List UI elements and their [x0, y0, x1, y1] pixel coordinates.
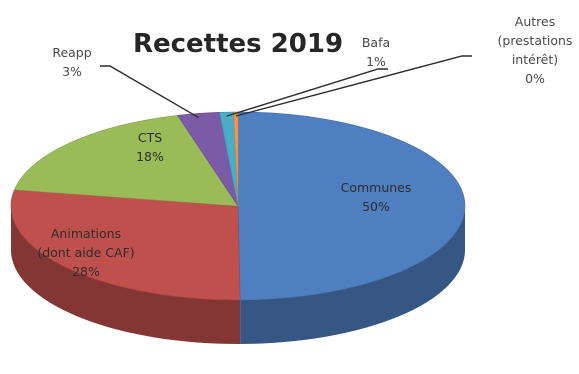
slice-name-animations: Animations	[51, 226, 121, 241]
pie-slice-cts	[13, 115, 239, 207]
slice-name-autres: (prestations	[498, 33, 573, 48]
leader-line-bafa	[226, 68, 388, 117]
slice-label-cts: CTS 18%	[136, 130, 164, 164]
pie-side-communes	[240, 206, 465, 344]
slice-label-communes: Communes 50%	[341, 180, 412, 214]
pie-slice-animations	[10, 189, 241, 301]
slice-name-cts: CTS	[138, 130, 162, 145]
slice-name-reapp: Reapp	[52, 45, 91, 60]
leader-lines	[100, 55, 472, 119]
pie-side-animations	[10, 206, 241, 344]
pie-tops	[10, 111, 466, 301]
slice-label-autres: Autres (prestations intérêt) 0%	[498, 14, 573, 86]
slice-label-bafa: Bafa 1%	[362, 35, 390, 69]
slice-percent-communes: 50%	[362, 199, 390, 214]
slice-name-bafa: Bafa	[362, 35, 390, 50]
slice-labels: Communes 50% Animations (dont aide CAF) 28% C…	[37, 14, 572, 279]
slice-percent-bafa: 1%	[366, 54, 386, 69]
slice-percent-autres: 0%	[525, 71, 545, 86]
leader-line-reapp	[100, 65, 199, 119]
pie-slice-communes	[237, 111, 466, 301]
pie-sides	[10, 206, 465, 344]
slice-name-autres: intérêt)	[512, 52, 558, 67]
slice-percent-reapp: 3%	[62, 64, 82, 79]
chart-title: Recettes 2019	[133, 29, 343, 59]
slice-name-animations: (dont aide CAF)	[37, 245, 134, 260]
slice-name-communes: Communes	[341, 180, 412, 195]
slice-label-reapp: Reapp 3%	[52, 45, 91, 79]
slice-label-animations: Animations (dont aide CAF) 28%	[37, 226, 134, 279]
slice-percent-cts: 18%	[136, 149, 164, 164]
leader-line-autres	[235, 55, 472, 117]
slice-name-autres: Autres	[515, 14, 555, 29]
slice-percent-animations: 28%	[72, 264, 100, 279]
